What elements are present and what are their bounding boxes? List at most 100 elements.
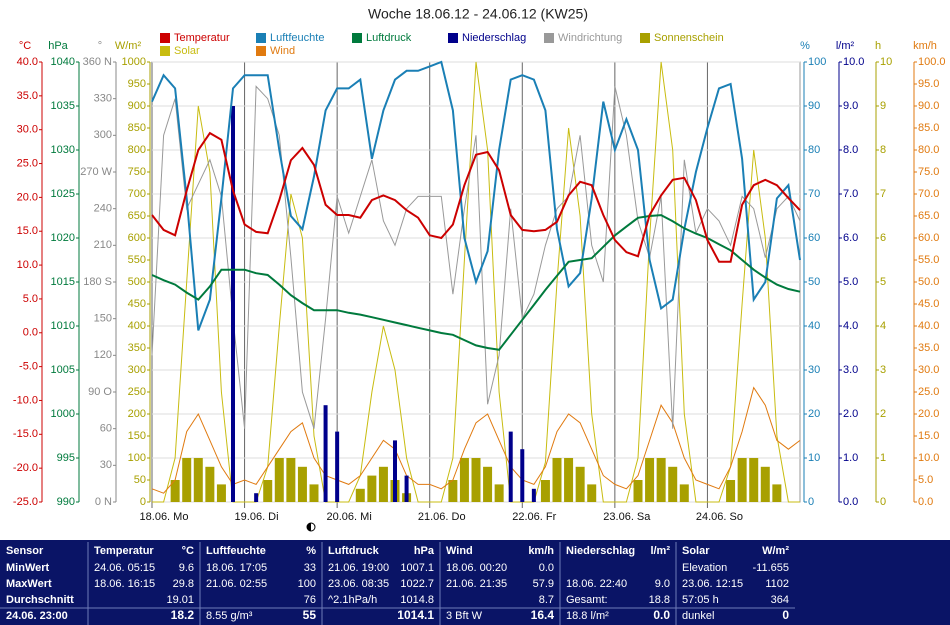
legend-label: Niederschlag (462, 32, 526, 44)
y-tick-label: 20.0 (918, 408, 939, 420)
chart-title: Woche 18.06.12 - 24.06.12 (KW25) (368, 6, 588, 22)
y-tick-label: 1 (880, 452, 886, 464)
y-tick-label: 60.0 (918, 232, 939, 244)
bar (254, 493, 259, 502)
stats-current-value: 18.2 (171, 608, 195, 622)
y-tick-label: 4 (880, 320, 886, 332)
y-tick-label: 995 (57, 452, 75, 464)
legend-swatch (160, 46, 170, 56)
y-tick-label: 10.0 (918, 452, 939, 464)
stats-unit: hPa (414, 545, 435, 557)
stats-header: Niederschlag (566, 545, 635, 557)
y-tick-label: 6.0 (843, 232, 858, 244)
stats-header: Luftfeuchte (206, 545, 266, 557)
bar (404, 475, 409, 502)
stats-current-label: 8.55 g/m³ (206, 610, 253, 622)
y-tick-label: 990 (57, 496, 75, 508)
stats-current-label: 18.8 l/m² (566, 610, 609, 622)
legend-label: Luftdruck (366, 32, 412, 44)
bar (679, 484, 689, 502)
y-tick-label: 1040 (51, 56, 75, 68)
stats-value: 1022.7 (400, 578, 434, 590)
y-tick-label: 7 (880, 188, 886, 200)
y-tick-label: 20.0 (17, 191, 38, 203)
bar (564, 458, 574, 502)
y-tick-label: 25.0 (918, 386, 939, 398)
legend-label: Wind (270, 45, 295, 57)
stats-value: 9.6 (179, 562, 194, 574)
axis-unit: h (875, 40, 881, 52)
bar (483, 466, 493, 502)
y-tick-label: 450 (128, 298, 146, 310)
bar (263, 480, 273, 502)
stats-current-value: 55 (303, 608, 317, 622)
y-tick-label: 210 (94, 239, 112, 251)
y-tick-label: 80.0 (918, 144, 939, 156)
y-tick-label: 350 (128, 342, 146, 354)
stats-label: 21.06. 02:55 (206, 578, 267, 590)
y-tick-label: 50.0 (918, 276, 939, 288)
y-tick-label: 30.0 (17, 124, 38, 136)
legend-label: Solar (174, 45, 200, 57)
y-tick-label: 1005 (51, 364, 75, 376)
x-tick-label: 20.06. Mi (327, 511, 372, 523)
bar (309, 484, 319, 502)
stats-header: Wind (446, 545, 473, 557)
stats-value: 1102 (765, 578, 789, 590)
y-tick-label: 90.0 (918, 100, 939, 112)
bar (193, 458, 203, 502)
marks (151, 60, 801, 503)
axes: 18.06. Mo 19.06. Di 20.06. Mi 21.06. Do 22.0… (13, 32, 946, 523)
bar (231, 106, 235, 502)
y-tick-label: 10 (808, 452, 820, 464)
y-tick-label: 500 (128, 276, 146, 288)
legend-swatch (640, 33, 650, 43)
y-tick-label: 2 (880, 408, 886, 420)
stats-current-value: 1014.1 (397, 608, 434, 622)
y-tick-label: 80 (808, 144, 820, 156)
y-tick-label: 9 (880, 100, 886, 112)
stats-value: 29.8 (173, 578, 194, 590)
y-tick-label: 10.0 (17, 259, 38, 271)
stats-label: 24.06. 05:15 (94, 562, 155, 574)
y-tick-label: 20 (808, 408, 820, 420)
y-tick-label: 10 (880, 56, 892, 68)
bar (575, 466, 585, 502)
stats-label: ^2.1hPa/h (328, 594, 377, 606)
axis-unit: ° (98, 40, 102, 52)
legend-swatch (256, 46, 266, 56)
y-tick-label: 15.0 (918, 430, 939, 442)
y-tick-label: 250 (128, 386, 146, 398)
y-tick-label: 0.0 (843, 496, 858, 508)
y-tick-label: 40.0 (17, 56, 38, 68)
bar (182, 458, 192, 502)
stats-label: Elevation (682, 562, 727, 574)
stats-label: 21.06. 19:00 (328, 562, 389, 574)
stats-current-value: 16.4 (531, 608, 555, 622)
bar (508, 431, 513, 502)
stats-label: MinWert (6, 562, 50, 574)
stats-header: Luftdruck (328, 545, 380, 557)
y-tick-label: 0.0 (918, 496, 933, 508)
stats-label: 21.06. 21:35 (446, 578, 507, 590)
y-tick-label: 8 (880, 144, 886, 156)
y-tick-label: 300 (94, 129, 112, 141)
y-tick-label: 100 (808, 56, 826, 68)
axis-unit: l/m² (836, 40, 855, 52)
x-tick-label: 24.06. So (696, 511, 743, 523)
bar (760, 466, 770, 502)
y-tick-label: 70.0 (918, 188, 939, 200)
y-tick-label: 65.0 (918, 210, 939, 222)
legend-swatch (544, 33, 554, 43)
stats-value: 364 (771, 594, 789, 606)
y-tick-label: 0 (140, 496, 146, 508)
legend-label: Sonnenschein (654, 32, 724, 44)
y-tick-label: 700 (128, 188, 146, 200)
y-tick-label: 25.0 (17, 157, 38, 169)
stats-value: 8.7 (539, 594, 554, 606)
stats-current-label: 3 Bft W (446, 610, 483, 622)
y-tick-label: 1025 (51, 188, 75, 200)
y-tick-label: 150 (128, 430, 146, 442)
y-tick-label: 100 (128, 452, 146, 464)
x-tick-label: 22.06. Fr (512, 511, 556, 523)
